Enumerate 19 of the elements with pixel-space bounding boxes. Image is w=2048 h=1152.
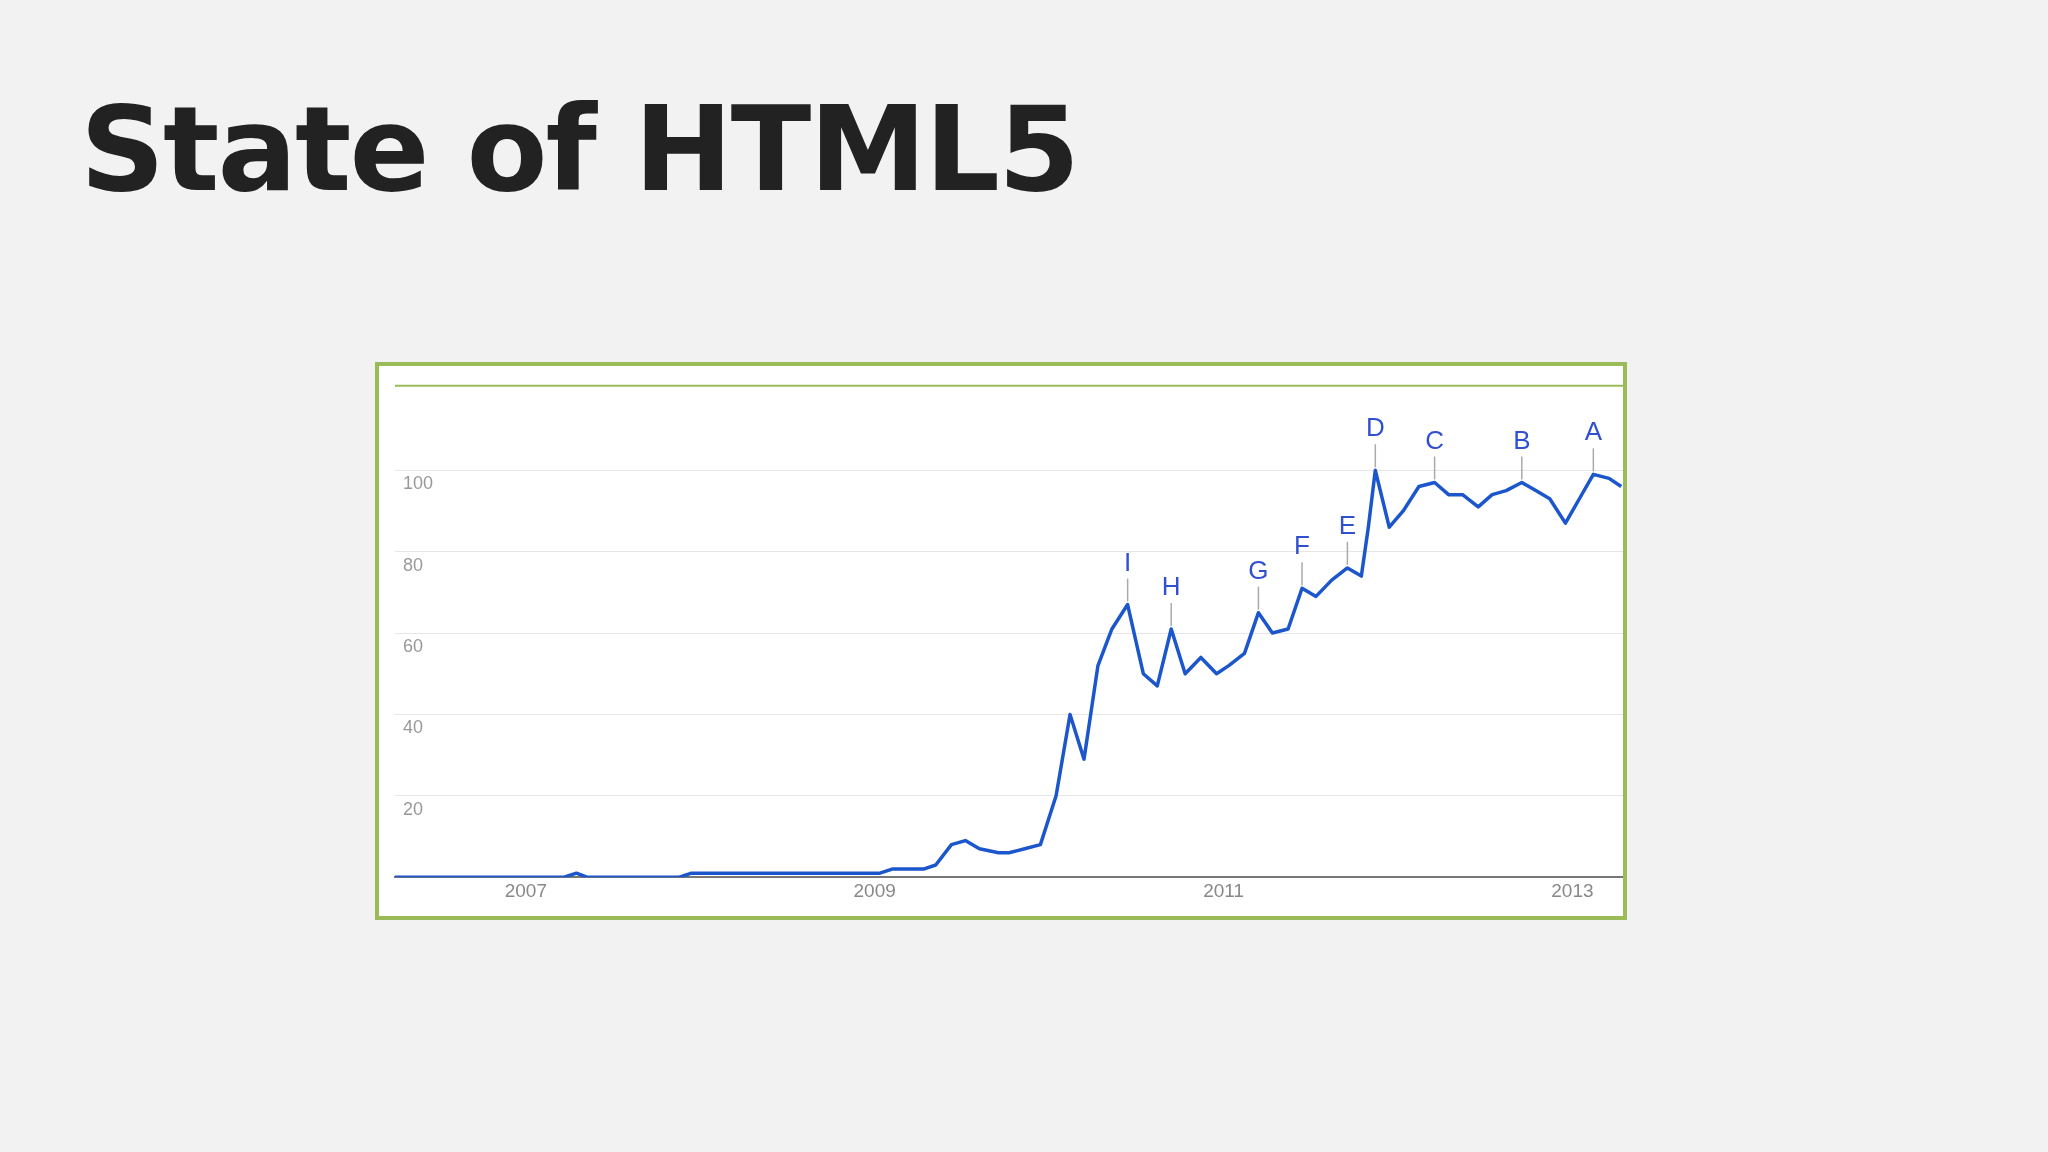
annotation: C	[1425, 424, 1444, 455]
y-tick-label: 80	[403, 554, 424, 575]
annotation: F	[1294, 530, 1310, 561]
y-tick-label: 100	[403, 473, 434, 494]
y-tick-label: 20	[403, 798, 424, 819]
annotation: A	[1584, 416, 1603, 447]
annotation: G	[1248, 554, 1269, 585]
x-tick-label: 2007	[504, 879, 547, 901]
x-tick-label: 2011	[1203, 879, 1244, 901]
y-tick-label: 60	[403, 636, 424, 656]
y-tick-label: 40	[403, 717, 424, 738]
annotation: E	[1338, 510, 1357, 541]
annotation: D	[1365, 412, 1385, 443]
annotation: I	[1124, 546, 1132, 577]
x-tick-label: 2013	[1551, 879, 1594, 901]
annotation: H	[1161, 571, 1181, 602]
x-tick-label: 2009	[853, 879, 896, 901]
chart-title: State of HTML5	[80, 80, 1078, 218]
annotation: B	[1513, 424, 1531, 455]
